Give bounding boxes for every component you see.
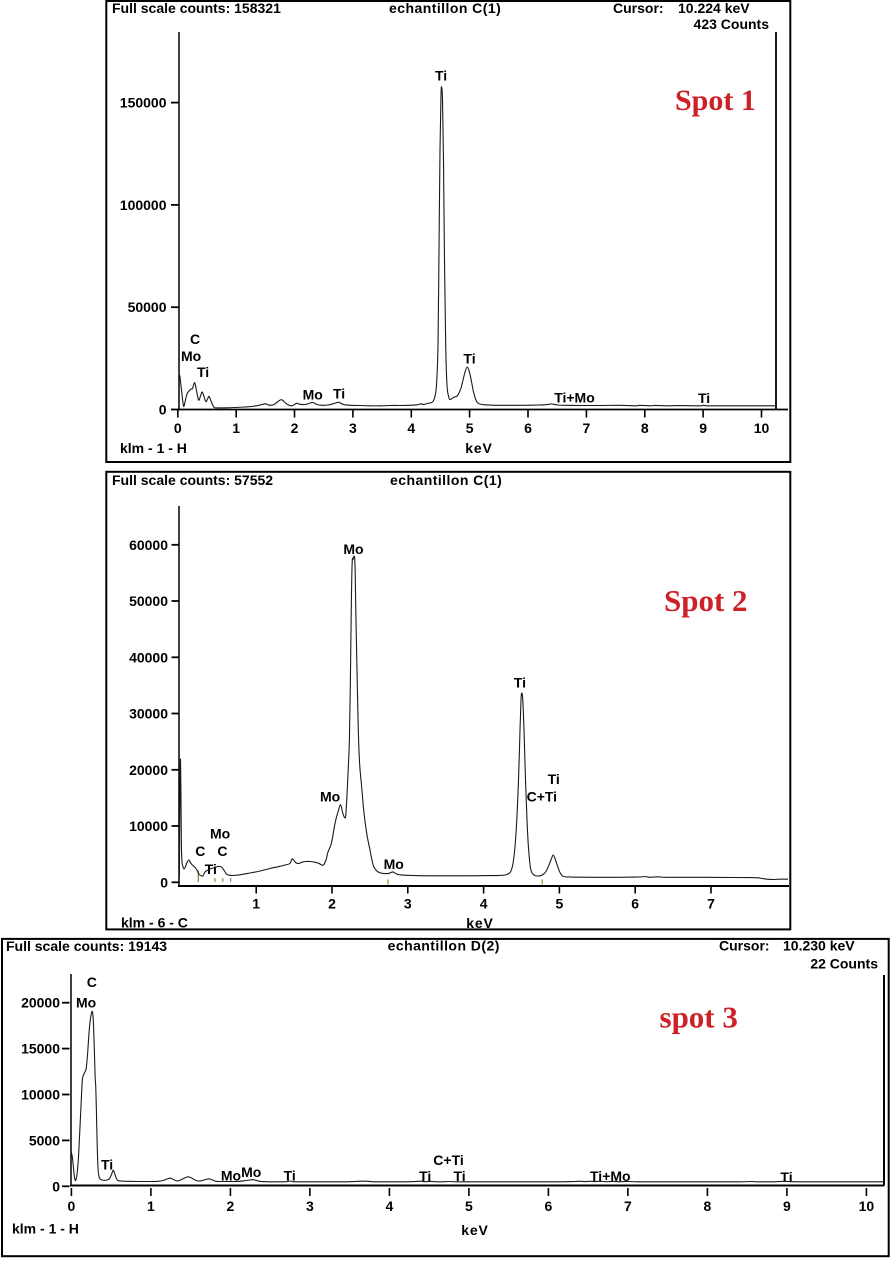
svg-text:6: 6 [631,896,639,912]
svg-text:Ti+Mo: Ti+Mo [554,390,595,406]
svg-text:4: 4 [407,420,415,436]
svg-text:6: 6 [545,1198,553,1214]
svg-text:Ti: Ti [698,390,710,406]
svg-text:150000: 150000 [120,95,167,111]
svg-text:klm - 6 - C: klm - 6 - C [121,915,188,931]
svg-text:1: 1 [232,420,240,436]
svg-text:Ti: Ti [514,675,526,691]
svg-text:Spot 1: Spot 1 [675,84,756,117]
svg-text:Full scale counts: 19143: Full scale counts: 19143 [6,938,167,954]
svg-text:2: 2 [291,420,299,436]
svg-text:C: C [217,843,227,859]
svg-text:0: 0 [52,1178,60,1194]
svg-text:keV: keV [465,440,493,456]
svg-text:Ti: Ti [463,351,475,367]
svg-text:keV: keV [461,1222,489,1238]
svg-text:3: 3 [306,1198,314,1214]
svg-text:20000: 20000 [129,762,168,778]
svg-text:echantillon C(1): echantillon C(1) [390,472,502,488]
svg-text:Mo: Mo [76,995,96,1011]
svg-text:Ti: Ti [454,1168,466,1184]
svg-text:10000: 10000 [129,818,168,834]
svg-text:7: 7 [582,420,590,436]
svg-text:Mo: Mo [210,826,230,842]
svg-text:3: 3 [404,896,412,912]
svg-text:1: 1 [252,896,260,912]
svg-text:Ti: Ti [333,386,345,402]
svg-text:4: 4 [386,1198,394,1214]
svg-text:Ti: Ti [780,1169,792,1185]
svg-text:5000: 5000 [29,1132,60,1148]
svg-text:Mo: Mo [241,1164,261,1180]
svg-text:0: 0 [159,402,167,418]
svg-text:7: 7 [707,896,715,912]
svg-text:Ti+Mo: Ti+Mo [590,1168,631,1184]
svg-text:10: 10 [754,420,770,436]
svg-text:Full scale counts: 57552: Full scale counts: 57552 [112,472,273,488]
svg-text:10000: 10000 [21,1087,60,1103]
svg-text:0: 0 [68,1198,76,1214]
svg-text:klm - 1 - H: klm - 1 - H [120,440,187,456]
svg-text:40000: 40000 [129,649,168,665]
svg-text:Mo: Mo [384,856,404,872]
svg-text:5: 5 [466,420,474,436]
svg-text:100000: 100000 [120,197,167,213]
svg-text:50000: 50000 [129,593,168,609]
svg-text:8: 8 [704,1198,712,1214]
svg-text:9: 9 [699,420,707,436]
svg-text:30000: 30000 [129,706,168,722]
svg-text:C: C [195,843,205,859]
svg-text:Mo: Mo [181,348,201,364]
svg-text:22 Counts: 22 Counts [810,956,878,972]
svg-text:6: 6 [524,420,532,436]
svg-text:5: 5 [556,896,564,912]
svg-text:Ti: Ti [197,364,209,380]
svg-text:Cursor:: Cursor: [613,0,664,16]
svg-text:5: 5 [465,1198,473,1214]
svg-text:echantillon C(1): echantillon C(1) [389,0,501,16]
svg-text:Ti: Ti [284,1168,296,1184]
svg-text:Ti: Ti [435,68,447,84]
svg-text:Ti: Ti [419,1168,431,1184]
svg-text:C+Ti: C+Ti [433,1152,463,1168]
svg-text:C: C [87,974,97,990]
svg-text:1: 1 [147,1198,155,1214]
svg-text:Mo: Mo [320,789,340,805]
svg-text:Spot 2: Spot 2 [664,583,748,618]
svg-text:60000: 60000 [129,537,168,553]
svg-text:keV: keV [466,915,494,931]
svg-text:Ti: Ti [548,771,560,787]
svg-text:2: 2 [328,896,336,912]
svg-text:0: 0 [160,874,168,890]
svg-text:9: 9 [783,1198,791,1214]
svg-text:Cursor:: Cursor: [719,938,770,954]
svg-text:8: 8 [641,420,649,436]
svg-text:15000: 15000 [21,1041,60,1057]
svg-text:10: 10 [859,1198,875,1214]
svg-text:Full scale counts: 158321: Full scale counts: 158321 [112,0,281,16]
svg-text:4: 4 [480,896,488,912]
svg-text:Mo: Mo [221,1168,241,1184]
svg-text:C+Ti: C+Ti [527,789,557,805]
svg-text:10.230 keV: 10.230 keV [783,938,855,954]
svg-text:423 Counts: 423 Counts [694,16,770,32]
svg-text:Mo: Mo [303,387,323,403]
svg-text:3: 3 [349,420,357,436]
svg-text:2: 2 [227,1198,235,1214]
svg-text:spot 3: spot 3 [660,1000,738,1035]
svg-text:0: 0 [174,420,182,436]
svg-text:echantillon D(2): echantillon D(2) [388,938,500,954]
svg-text:7: 7 [624,1198,632,1214]
svg-text:20000: 20000 [21,995,60,1011]
svg-text:50000: 50000 [128,299,167,315]
svg-text:Ti: Ti [101,1157,113,1173]
svg-text:Mo: Mo [343,541,363,557]
svg-text:C: C [190,331,200,347]
svg-text:klm - 1 - H: klm - 1 - H [12,1221,79,1237]
svg-text:10.224 keV: 10.224 keV [678,0,750,16]
